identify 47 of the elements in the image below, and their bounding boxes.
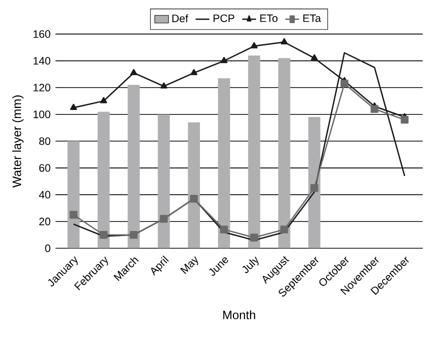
point — [220, 226, 228, 234]
point — [190, 194, 198, 203]
y-tick-label: 140 — [34, 57, 50, 65]
point — [130, 68, 138, 76]
bar — [308, 117, 320, 248]
y-tick-label: 80 — [39, 137, 50, 145]
y-tick-label: 60 — [39, 164, 50, 172]
x-tick-label: May — [180, 256, 198, 274]
legend-label: ETa — [303, 14, 321, 22]
point — [310, 184, 318, 192]
bar — [278, 58, 290, 248]
point — [160, 214, 168, 223]
y-tick-label: 160 — [34, 30, 50, 38]
bar — [218, 78, 230, 248]
point — [280, 226, 288, 234]
point — [340, 80, 348, 88]
point — [250, 42, 258, 48]
bar — [68, 141, 80, 248]
bar — [248, 55, 260, 248]
point — [220, 56, 228, 64]
y-tick-label: 0 — [45, 244, 50, 252]
point — [100, 230, 108, 239]
point — [70, 210, 78, 219]
point — [100, 97, 108, 104]
legend-label: ETo — [260, 14, 278, 22]
y-tick-label: 100 — [34, 110, 50, 118]
point — [400, 116, 409, 124]
y-tick-label: 40 — [39, 190, 50, 199]
point — [160, 82, 168, 89]
point — [130, 230, 138, 239]
legend-label: Def — [172, 14, 188, 22]
y-axis-title: Water layer (mm) — [12, 95, 24, 188]
point — [280, 38, 288, 44]
y-tick-label: 20 — [39, 218, 50, 226]
point — [250, 234, 258, 242]
legend-label: PCP — [214, 14, 234, 22]
x-axis-title: Month — [223, 310, 256, 320]
bar — [128, 84, 140, 248]
point — [190, 68, 198, 76]
bar — [158, 114, 170, 248]
point — [70, 104, 77, 110]
x-tick-label: July — [242, 256, 259, 274]
bar — [98, 112, 110, 248]
point — [310, 54, 318, 60]
bar — [188, 122, 200, 248]
y-tick-label: 120 — [34, 84, 50, 92]
point — [370, 105, 378, 113]
